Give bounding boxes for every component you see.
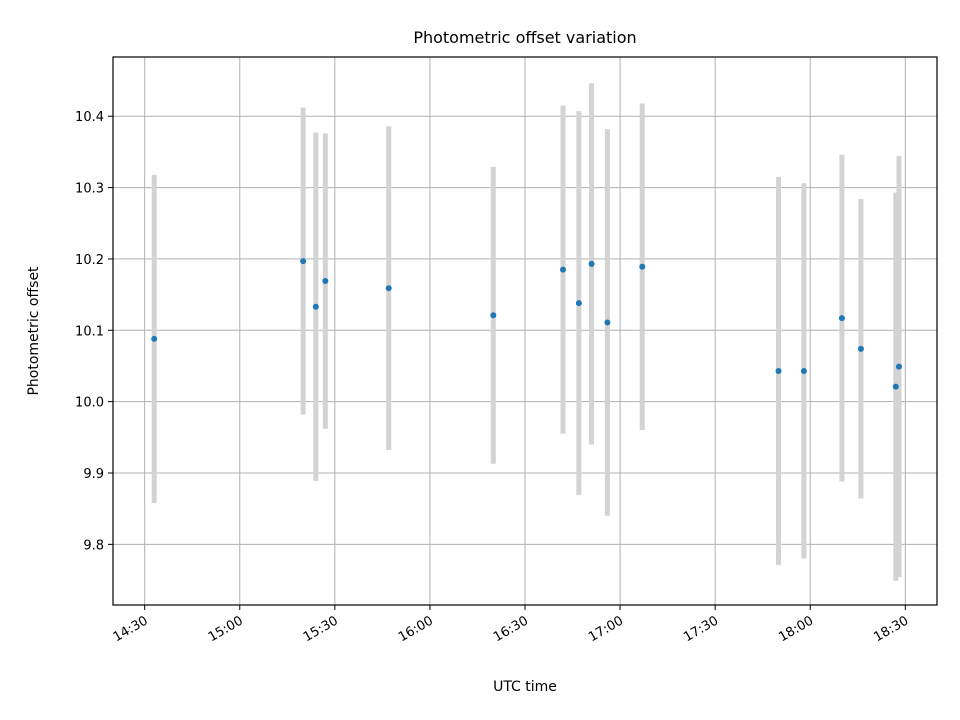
y-axis-ticks: 9.8 9.9 10.0 10.1 10.2 10.3 10.4 xyxy=(75,110,113,553)
data-point xyxy=(800,367,807,374)
data-points xyxy=(151,258,902,390)
x-tick-label: 16:30 xyxy=(491,613,531,645)
data-point xyxy=(857,345,864,352)
data-point xyxy=(560,266,567,273)
error-bars xyxy=(151,83,902,581)
x-tick-label: 17:30 xyxy=(681,613,721,645)
data-point xyxy=(322,278,329,285)
x-axis-ticks: 14:30 15:00 15:30 16:00 16:30 17:00 17:30 18:00… xyxy=(111,605,911,645)
y-tick-label: 10.0 xyxy=(75,396,104,411)
data-point xyxy=(604,319,611,326)
data-point xyxy=(838,315,845,322)
data-point xyxy=(895,363,902,370)
data-point xyxy=(775,367,782,374)
data-point xyxy=(385,285,392,292)
y-tick-label: 9.9 xyxy=(83,467,104,482)
data-point xyxy=(575,300,582,307)
x-tick-label: 18:00 xyxy=(776,613,816,645)
data-point xyxy=(588,260,595,267)
x-tick-label: 15:30 xyxy=(301,613,341,645)
x-axis-label: UTC time xyxy=(493,679,557,695)
data-point xyxy=(892,383,899,390)
grid-lines xyxy=(113,57,937,605)
data-point xyxy=(639,263,646,270)
x-tick-label: 18:30 xyxy=(871,613,911,645)
data-point xyxy=(300,258,307,265)
y-tick-label: 10.1 xyxy=(75,324,104,339)
y-tick-label: 10.4 xyxy=(75,110,104,125)
x-tick-label: 16:00 xyxy=(396,613,436,645)
chart-title: Photometric offset variation xyxy=(413,28,636,47)
y-axis-label: Photometric offset xyxy=(26,266,42,396)
x-tick-label: 15:00 xyxy=(206,613,246,645)
x-tick-label: 17:00 xyxy=(586,613,626,645)
y-tick-label: 10.3 xyxy=(75,182,104,197)
data-point xyxy=(490,312,497,319)
y-tick-label: 9.8 xyxy=(83,538,104,553)
data-point xyxy=(151,335,158,342)
data-point xyxy=(312,303,319,310)
x-tick-label: 14:30 xyxy=(111,613,151,645)
y-tick-label: 10.2 xyxy=(75,253,104,268)
